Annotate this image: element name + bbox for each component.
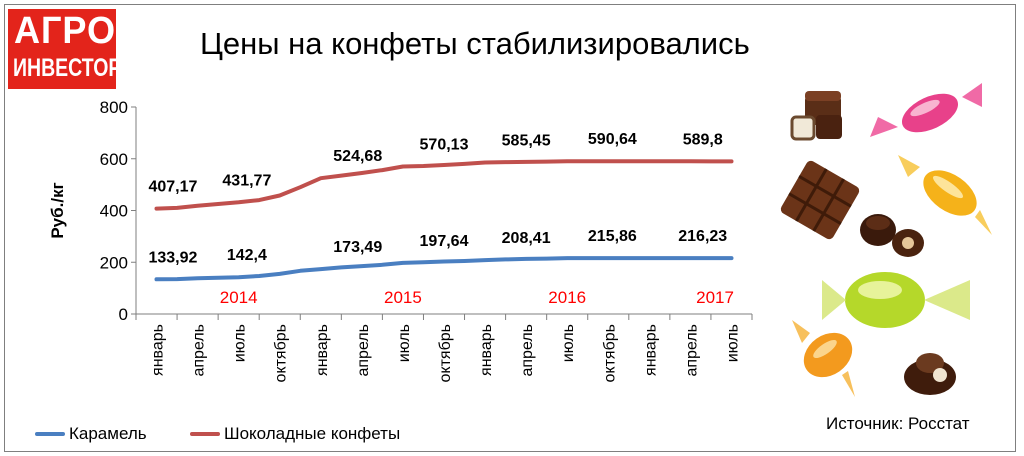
data-label: 407,17 [148,179,197,196]
legend-label-caramel: Карамель [69,424,147,443]
data-label: 431,77 [222,172,271,189]
data-label: 173,49 [333,239,382,256]
x-tick-label: апрель [683,324,700,377]
legend-item-caramel: Карамель [35,424,147,444]
x-tick-label: июль [724,324,741,362]
y-tick-label: 200 [100,253,128,272]
data-label: 589,8 [683,131,723,148]
x-tick-label: январь [150,324,167,376]
x-tick-label: январь [314,324,331,376]
chocolate-series-line [154,159,734,211]
truffles-icon [860,214,924,257]
legend-swatch-caramel [35,432,65,436]
data-label: 197,64 [420,233,469,250]
chart-title: Цены на конфеты стабилизировались [200,26,750,61]
x-tick-label: июль [232,324,249,362]
data-label: 585,45 [502,133,551,150]
legend-item-chocolate: Шоколадные конфеты [190,424,400,444]
logo-line1: АГРО [14,10,117,52]
chocolate-bonbon-icon [790,91,842,141]
orange-candy-icon [792,320,855,397]
x-tick-label: октябрь [437,324,454,382]
logo-line2: ИНВЕСТОР [13,54,122,82]
y-tick-label: 400 [100,202,128,221]
caramel-series-line [154,256,734,282]
chart-frame [4,4,1016,452]
chocolate-truffle-icon [904,353,956,395]
data-label: 142,4 [227,247,267,264]
year-label: 2017 [696,288,734,307]
data-label: 590,64 [588,131,637,148]
data-label: 215,86 [588,228,637,245]
x-tick-label: апрель [355,324,372,377]
year-label: 2014 [220,288,258,307]
green-candy-icon [822,272,970,328]
y-tick-label: 600 [100,150,128,169]
chocolate-bar-icon [780,160,860,240]
legend-swatch-chocolate [190,432,220,436]
data-label: 133,92 [148,249,197,266]
year-label: 2016 [548,288,586,307]
x-tick-label: апрель [519,324,536,377]
data-label: 570,13 [420,136,469,153]
x-tick-label: октябрь [601,324,618,382]
data-label: 524,68 [333,148,382,165]
y-axis-label: Руб./кг [48,182,67,238]
x-tick-label: июль [396,324,413,362]
x-tick-label: октябрь [273,324,290,382]
y-tick-label: 0 [119,305,128,324]
data-label: 216,23 [678,228,727,245]
pink-candy-icon [870,83,982,137]
x-tick-label: январь [478,324,495,376]
x-tick-label: июль [560,324,577,362]
y-tick-label: 800 [100,98,128,117]
source-note: Источник: Росстат [826,414,970,433]
x-tick-label: январь [642,324,659,376]
year-label: 2015 [384,288,422,307]
candies-illustration [780,83,992,397]
data-label: 208,41 [502,230,551,247]
agroinvestor-logo: АГРО ИНВЕСТОР [8,9,121,89]
x-tick-label: апрель [191,324,208,377]
legend-label-chocolate: Шоколадные конфеты [224,424,401,443]
yellow-candy-icon [898,155,992,235]
